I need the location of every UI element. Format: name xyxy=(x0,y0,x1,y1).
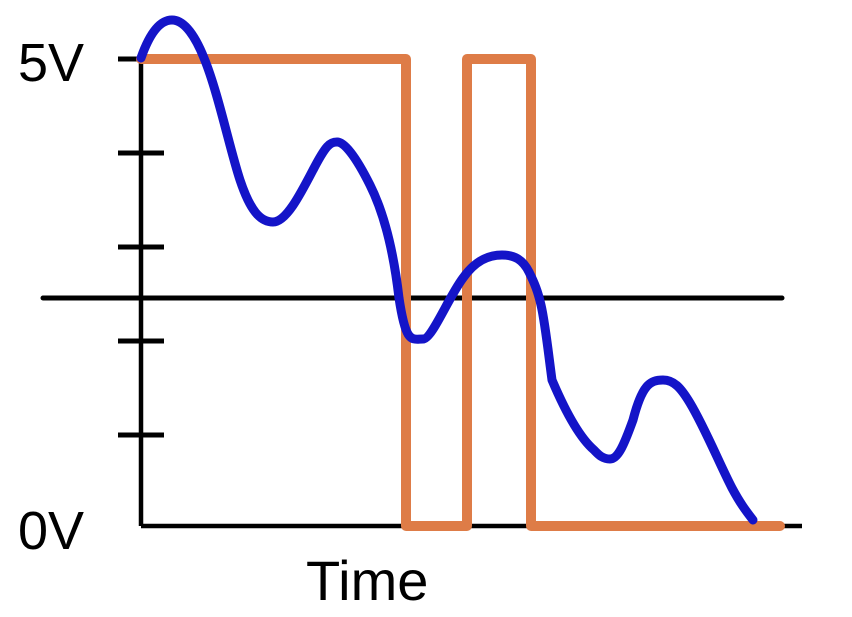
svg-text:Time: Time xyxy=(306,549,428,612)
svg-text:0V: 0V xyxy=(18,501,84,561)
svg-text:5V: 5V xyxy=(18,33,84,93)
